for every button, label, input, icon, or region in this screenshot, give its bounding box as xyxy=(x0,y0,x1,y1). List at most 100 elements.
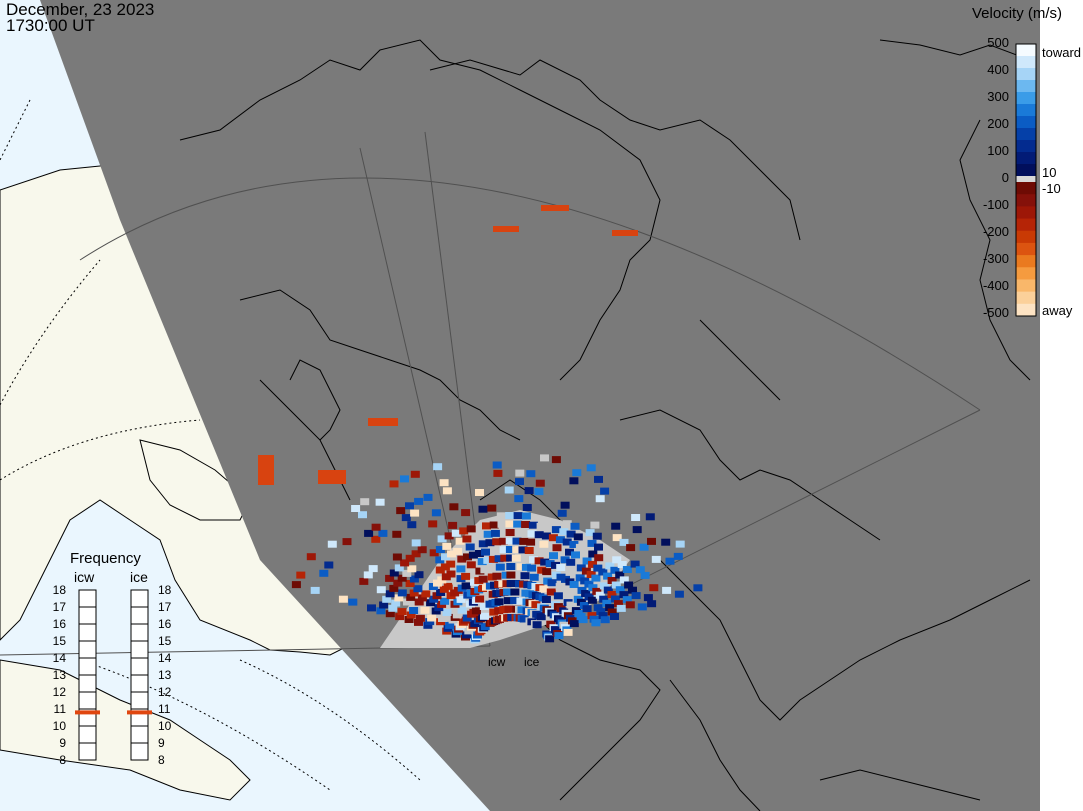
colorbar-segment xyxy=(1016,255,1036,268)
velocity-cell xyxy=(540,454,549,462)
velocity-cell xyxy=(587,596,597,604)
velocity-cell xyxy=(296,571,306,579)
velocity-cell xyxy=(619,591,629,599)
velocity-cell xyxy=(505,512,515,519)
velocity-cell xyxy=(534,531,544,539)
velocity-cell xyxy=(661,538,671,546)
colorbar-segment xyxy=(1016,230,1036,244)
velocity-cell xyxy=(389,584,399,592)
velocity-cell xyxy=(586,571,596,578)
velocity-cell xyxy=(441,553,450,561)
frequency-tick: 16 xyxy=(158,617,172,631)
velocity-cell xyxy=(487,504,497,512)
velocity-cell xyxy=(529,573,539,581)
velocity-cell xyxy=(413,585,423,593)
colorbar-small-neg: -10 xyxy=(1042,181,1061,196)
velocity-cell xyxy=(631,592,641,600)
velocity-cell xyxy=(494,598,504,606)
colorbar-segment xyxy=(1016,291,1036,305)
velocity-cell xyxy=(477,558,487,566)
velocity-cell xyxy=(594,475,603,483)
time-label: 1730:00 UT xyxy=(6,16,95,35)
frequency-tick: 11 xyxy=(54,702,67,716)
velocity-cell xyxy=(610,613,619,620)
velocity-cell xyxy=(598,612,608,620)
frequency-tick: 14 xyxy=(53,651,67,665)
velocity-cell xyxy=(407,565,417,573)
velocity-cell xyxy=(396,507,406,515)
velocity-cell xyxy=(605,562,615,570)
frequency-title: Frequency xyxy=(70,550,141,567)
velocity-cell xyxy=(555,536,565,544)
radar-label-icw: icw xyxy=(488,655,506,669)
velocity-cell xyxy=(495,563,505,571)
velocity-cell xyxy=(492,538,502,546)
velocity-cell xyxy=(515,478,524,486)
velocity-cell xyxy=(599,582,609,590)
velocity-cell xyxy=(406,611,416,619)
velocity-cell xyxy=(478,540,488,548)
velocity-cell xyxy=(569,581,579,588)
velocity-cell xyxy=(456,565,466,573)
colorbar-segment xyxy=(1016,267,1036,280)
velocity-cell xyxy=(318,470,346,484)
velocity-cell xyxy=(594,543,603,551)
velocity-cell xyxy=(585,529,595,537)
velocity-cell xyxy=(552,544,562,552)
velocity-cell xyxy=(425,618,435,626)
velocity-cell xyxy=(556,564,566,571)
velocity-cell xyxy=(409,575,419,583)
velocity-cell xyxy=(569,620,579,628)
velocity-cell xyxy=(471,607,481,615)
velocity-cell xyxy=(371,523,381,531)
day-grid xyxy=(0,99,421,791)
velocity-cell xyxy=(594,554,604,562)
velocity-cell xyxy=(493,469,503,477)
velocity-cell xyxy=(578,616,588,624)
velocity-cell xyxy=(607,577,617,584)
velocity-cell xyxy=(496,512,506,520)
velocity-cell xyxy=(527,564,537,572)
velocity-cell xyxy=(529,556,538,564)
velocity-cell xyxy=(617,561,627,568)
colorbar-segment xyxy=(1016,152,1036,165)
velocity-cell xyxy=(423,621,433,629)
velocity-cell xyxy=(651,555,661,563)
velocity-cell xyxy=(449,503,459,511)
velocity-cell xyxy=(526,470,536,478)
velocity-cell xyxy=(475,489,484,496)
frequency-radar-icw: icw xyxy=(74,569,95,585)
velocity-cell xyxy=(466,525,476,533)
velocity-cell xyxy=(548,534,558,542)
colorbar-away: away xyxy=(1042,303,1073,318)
velocity-cell xyxy=(488,555,498,563)
frequency-radar-ice: ice xyxy=(130,569,148,585)
velocity-cell xyxy=(461,582,471,590)
velocity-cell xyxy=(515,469,525,477)
velocity-cell xyxy=(635,566,645,574)
velocity-cell xyxy=(589,615,599,623)
velocity-cell xyxy=(506,571,516,579)
velocity-cell xyxy=(363,571,373,579)
velocity-cell xyxy=(505,537,515,545)
velocity-cell xyxy=(593,604,603,612)
velocity-cell xyxy=(494,555,504,563)
velocity-cell xyxy=(592,587,602,595)
velocity-cell xyxy=(539,585,549,593)
velocity-cell xyxy=(459,527,469,535)
velocity-cell xyxy=(407,521,417,529)
velocity-cell xyxy=(590,521,600,529)
velocity-cell xyxy=(411,539,421,547)
velocity-cell xyxy=(541,596,551,603)
velocity-cell xyxy=(505,529,515,536)
velocity-cell xyxy=(501,571,511,579)
velocity-cell xyxy=(632,526,642,534)
velocity-cell xyxy=(463,553,472,561)
velocity-cell xyxy=(557,509,567,517)
velocity-cell xyxy=(519,537,529,545)
velocity-cell xyxy=(588,550,598,558)
velocity-cell xyxy=(359,577,369,585)
velocity-cell xyxy=(306,553,316,561)
velocity-cell xyxy=(539,540,549,548)
